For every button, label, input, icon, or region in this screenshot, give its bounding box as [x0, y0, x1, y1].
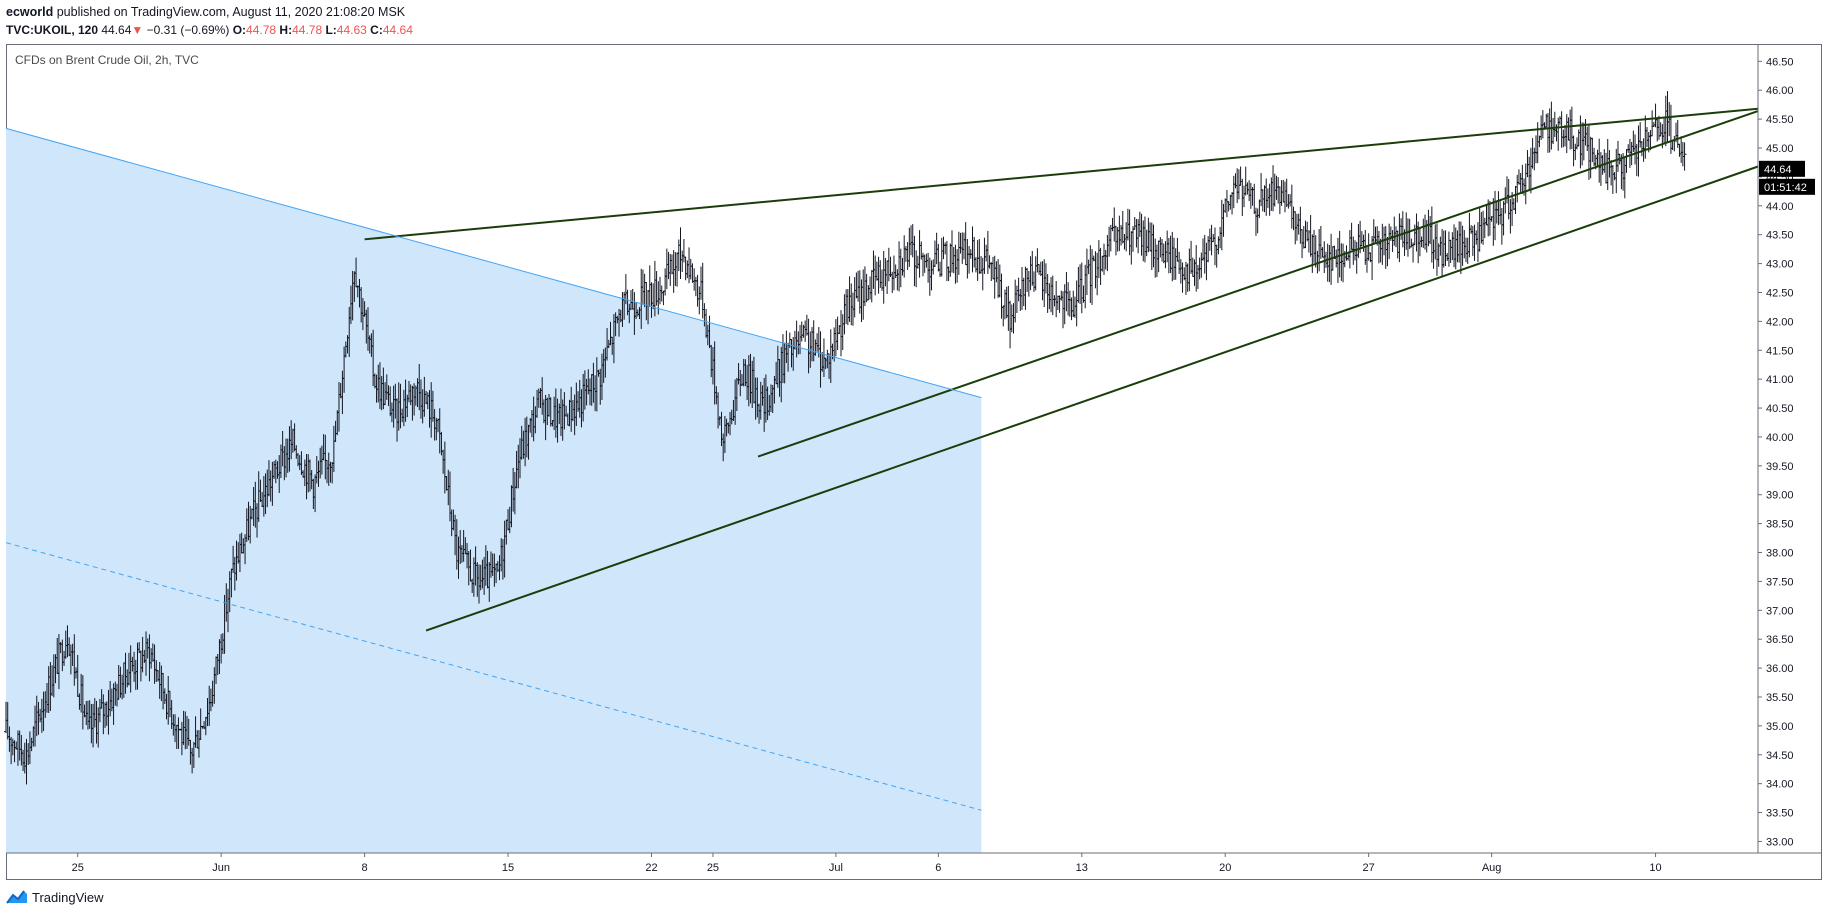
- x-tick-label: 10: [1649, 862, 1661, 874]
- y-tick-label: 46.00: [1766, 85, 1794, 97]
- y-tick-label: 38.00: [1766, 548, 1794, 560]
- last-price: 44.64: [101, 23, 132, 37]
- y-tick-label: 33.00: [1766, 836, 1794, 848]
- y-tick-label: 34.50: [1766, 750, 1794, 762]
- channel-shading: [6, 128, 982, 854]
- y-tick-label: 36.50: [1766, 634, 1794, 646]
- y-tick-label: 46.50: [1766, 56, 1794, 68]
- y-tick-label: 45.50: [1766, 114, 1794, 126]
- symbol-label: TVC:UKOIL, 120: [6, 23, 99, 37]
- close-value: 44.64: [382, 23, 413, 37]
- x-tick-label: 20: [1219, 862, 1231, 874]
- publisher-name[interactable]: ecworld: [6, 5, 54, 19]
- y-tick-label: 42.50: [1766, 287, 1794, 299]
- x-tick-label: 27: [1363, 862, 1375, 874]
- upper-resistance-line: [364, 107, 1759, 241]
- y-tick-label: 39.00: [1766, 490, 1794, 502]
- x-tick-label: Aug: [1482, 862, 1502, 874]
- descending-channel-top: [5, 127, 982, 399]
- x-tick-label: 13: [1076, 862, 1088, 874]
- low-label: L:: [325, 23, 337, 37]
- tradingview-brand[interactable]: TradingView: [6, 889, 104, 905]
- x-tick-label: 25: [72, 862, 84, 874]
- chart-title: CFDs on Brent Crude Oil, 2h, TVC: [15, 53, 199, 67]
- x-tick-label: 22: [645, 862, 657, 874]
- tradingview-brand-label: TradingView: [32, 889, 104, 905]
- x-tick-label: 25: [707, 862, 719, 874]
- y-tick-label: 35.00: [1766, 721, 1794, 733]
- descending-channel-bottom-dashed: [5, 542, 982, 811]
- y-tick-label: 34.00: [1766, 779, 1794, 791]
- close-label: C:: [370, 23, 383, 37]
- y-tick-label: 41.00: [1766, 374, 1794, 386]
- price-change: −0.31 (−0.69%): [146, 23, 230, 37]
- y-tick-label: 43.00: [1766, 259, 1794, 271]
- x-tick-label: 8: [362, 862, 368, 874]
- countdown-tag-label: 01:51:42: [1764, 182, 1807, 194]
- high-value: 44.78: [292, 23, 323, 37]
- published-text: published on TradingView.com, August 11,…: [56, 5, 406, 19]
- open-label: O:: [232, 23, 247, 37]
- y-tick-label: 38.50: [1766, 519, 1794, 531]
- y-tick-label: 40.00: [1766, 432, 1794, 444]
- down-arrow-icon: ▼: [131, 23, 144, 37]
- high-label: H:: [279, 23, 293, 37]
- y-tick-label: 44.00: [1766, 201, 1794, 213]
- y-tick-label: 36.00: [1766, 663, 1794, 675]
- y-tick-label: 42.00: [1766, 316, 1794, 328]
- y-tick-label: 35.50: [1766, 692, 1794, 704]
- y-tick-label: 39.50: [1766, 461, 1794, 473]
- x-tick-label: 6: [935, 862, 941, 874]
- last-price-tag: [1759, 160, 1805, 177]
- time-axis[interactable]: 25 Jun 8 15 22 25 Jul 6 13 20 27 Aug 10: [72, 853, 1662, 874]
- x-tick-label: Jun: [212, 862, 230, 874]
- upper-support-line: [757, 110, 1759, 458]
- x-tick-label: 15: [502, 862, 514, 874]
- y-tick-label: 40.50: [1766, 403, 1794, 415]
- y-tick-label: 37.50: [1766, 576, 1794, 588]
- ohlc-bars: [4, 91, 1687, 785]
- y-tick-label: 45.00: [1766, 143, 1794, 155]
- price-axis[interactable]: 33.00 33.50 34.00 34.50 35.00 35.50 36.00 36.50…: [1758, 56, 1794, 848]
- tradingview-logo-icon: [6, 890, 27, 904]
- y-tick-label: 43.50: [1766, 230, 1794, 242]
- last-price-tag-label: 44.64: [1764, 164, 1792, 176]
- y-tick-label: 33.50: [1766, 808, 1794, 820]
- ohlc-legend: TVC:UKOIL, 120 44.64▼ −0.31 (−0.69%) O:4…: [6, 22, 1816, 38]
- low-value: 44.63: [336, 23, 367, 37]
- open-value: 44.78: [246, 23, 277, 37]
- countdown-tag: [1759, 178, 1815, 195]
- publish-line: ecworld published on TradingView.com, Au…: [6, 4, 1816, 20]
- lower-support-line: [425, 165, 1759, 632]
- y-tick-label: 41.50: [1766, 345, 1794, 357]
- x-tick-label: Jul: [829, 862, 843, 874]
- y-tick-label: 37.00: [1766, 605, 1794, 617]
- publish-header: ecworld published on TradingView.com, Au…: [6, 4, 1816, 38]
